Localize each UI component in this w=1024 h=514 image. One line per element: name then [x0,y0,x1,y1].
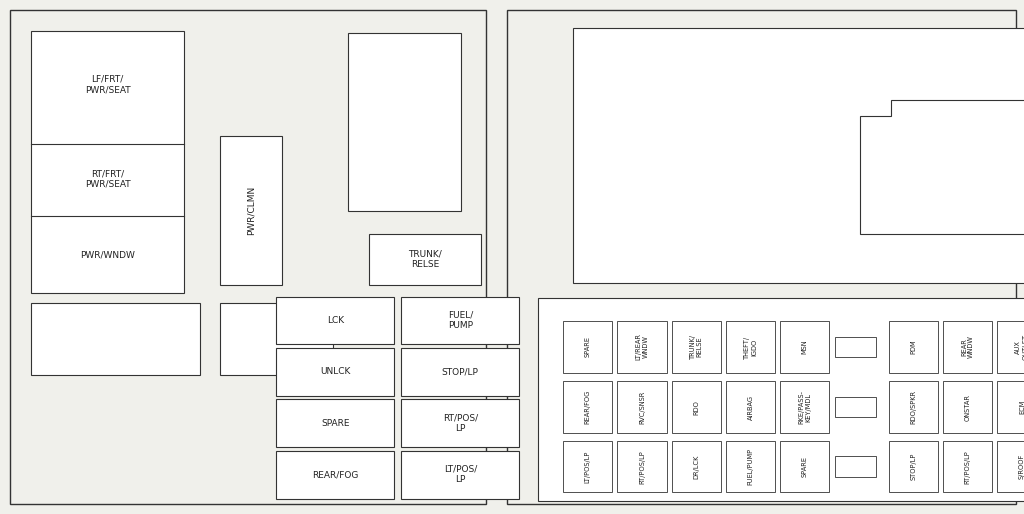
Bar [726,441,775,492]
Bar [31,31,184,293]
Text: REAR
WNDW: REAR WNDW [962,336,974,358]
Text: THEFT/
IGDO: THEFT/ IGDO [744,336,757,358]
Bar [276,348,394,396]
Bar [563,381,612,433]
Bar [401,297,519,344]
Text: LT/POS/
LP: LT/POS/ LP [443,465,477,484]
Text: RDO/SPKR: RDO/SPKR [910,390,916,424]
Bar [835,397,876,417]
Bar [276,399,394,447]
Bar [276,451,394,499]
Text: SPARE: SPARE [322,419,349,428]
Bar [997,441,1024,492]
Text: ECM: ECM [1019,400,1024,414]
Bar [369,234,481,285]
Bar [726,321,775,373]
Text: DR/LCK: DR/LCK [693,454,699,479]
Bar [726,381,775,433]
Text: RVC/SNSR: RVC/SNSR [639,391,645,424]
Text: RT/POS/LP: RT/POS/LP [639,450,645,484]
Bar [943,381,992,433]
Text: LT/REAR
WNDW: LT/REAR WNDW [636,334,648,360]
Bar [538,298,1024,501]
Bar [507,10,1016,504]
Text: LCK: LCK [327,316,344,325]
Text: S/ROOF: S/ROOF [1019,454,1024,480]
Bar [563,321,612,373]
Bar [617,381,667,433]
Bar [889,321,938,373]
Bar [780,441,829,492]
Bar [563,441,612,492]
Bar [943,321,992,373]
Bar [889,381,938,433]
Text: SPARE: SPARE [585,337,591,357]
Text: PWR/CLMN: PWR/CLMN [247,186,255,235]
Text: STOP/LP: STOP/LP [441,368,479,376]
Bar [943,441,992,492]
Text: ONSTAR: ONSTAR [965,394,971,420]
Bar [889,441,938,492]
Bar [780,381,829,433]
Text: SPARE: SPARE [802,456,808,477]
Text: RT/POS/
LP: RT/POS/ LP [442,414,478,433]
Text: PDM: PDM [910,340,916,354]
Text: REAR/FOG: REAR/FOG [585,390,591,424]
Bar [997,381,1024,433]
Text: AUX
OUTLET: AUX OUTLET [1016,334,1024,360]
Text: TRUNK/
RELSE: TRUNK/ RELSE [690,335,702,359]
Text: REAR/FOG: REAR/FOG [312,470,358,479]
Bar [573,28,1024,283]
Bar [401,451,519,499]
Bar [401,399,519,447]
Text: AIRBAG: AIRBAG [748,395,754,419]
Bar [997,321,1024,373]
Bar [780,321,829,373]
Bar [31,303,200,375]
Bar [617,441,667,492]
Bar [672,441,721,492]
Text: STOP/LP: STOP/LP [910,453,916,481]
Text: TRUNK/
RELSE: TRUNK/ RELSE [409,250,441,269]
Bar [672,321,721,373]
Text: UNLCK: UNLCK [321,368,350,376]
Bar [220,136,282,285]
Text: RDO: RDO [693,400,699,414]
Bar [348,33,461,211]
Bar [10,10,486,504]
Text: FUEL/
PUMP: FUEL/ PUMP [447,311,473,330]
Bar [617,321,667,373]
Text: RT/FRT/
PWR/SEAT: RT/FRT/ PWR/SEAT [85,169,130,189]
Bar [672,381,721,433]
Text: FUEL/PUMP: FUEL/PUMP [748,448,754,485]
Bar [220,303,333,375]
Text: RKE/PASS-
KEY/MDL: RKE/PASS- KEY/MDL [799,390,811,424]
Text: RT/POS/LP: RT/POS/LP [965,450,971,484]
Polygon shape [860,100,1024,234]
Bar [835,456,876,477]
Text: MSN: MSN [802,340,808,354]
Text: LT/POS/LP: LT/POS/LP [585,451,591,483]
Text: PWR/WNDW: PWR/WNDW [80,250,135,260]
Bar [401,348,519,396]
Bar [835,337,876,357]
Bar [276,297,394,344]
Text: LF/FRT/
PWR/SEAT: LF/FRT/ PWR/SEAT [85,75,130,94]
